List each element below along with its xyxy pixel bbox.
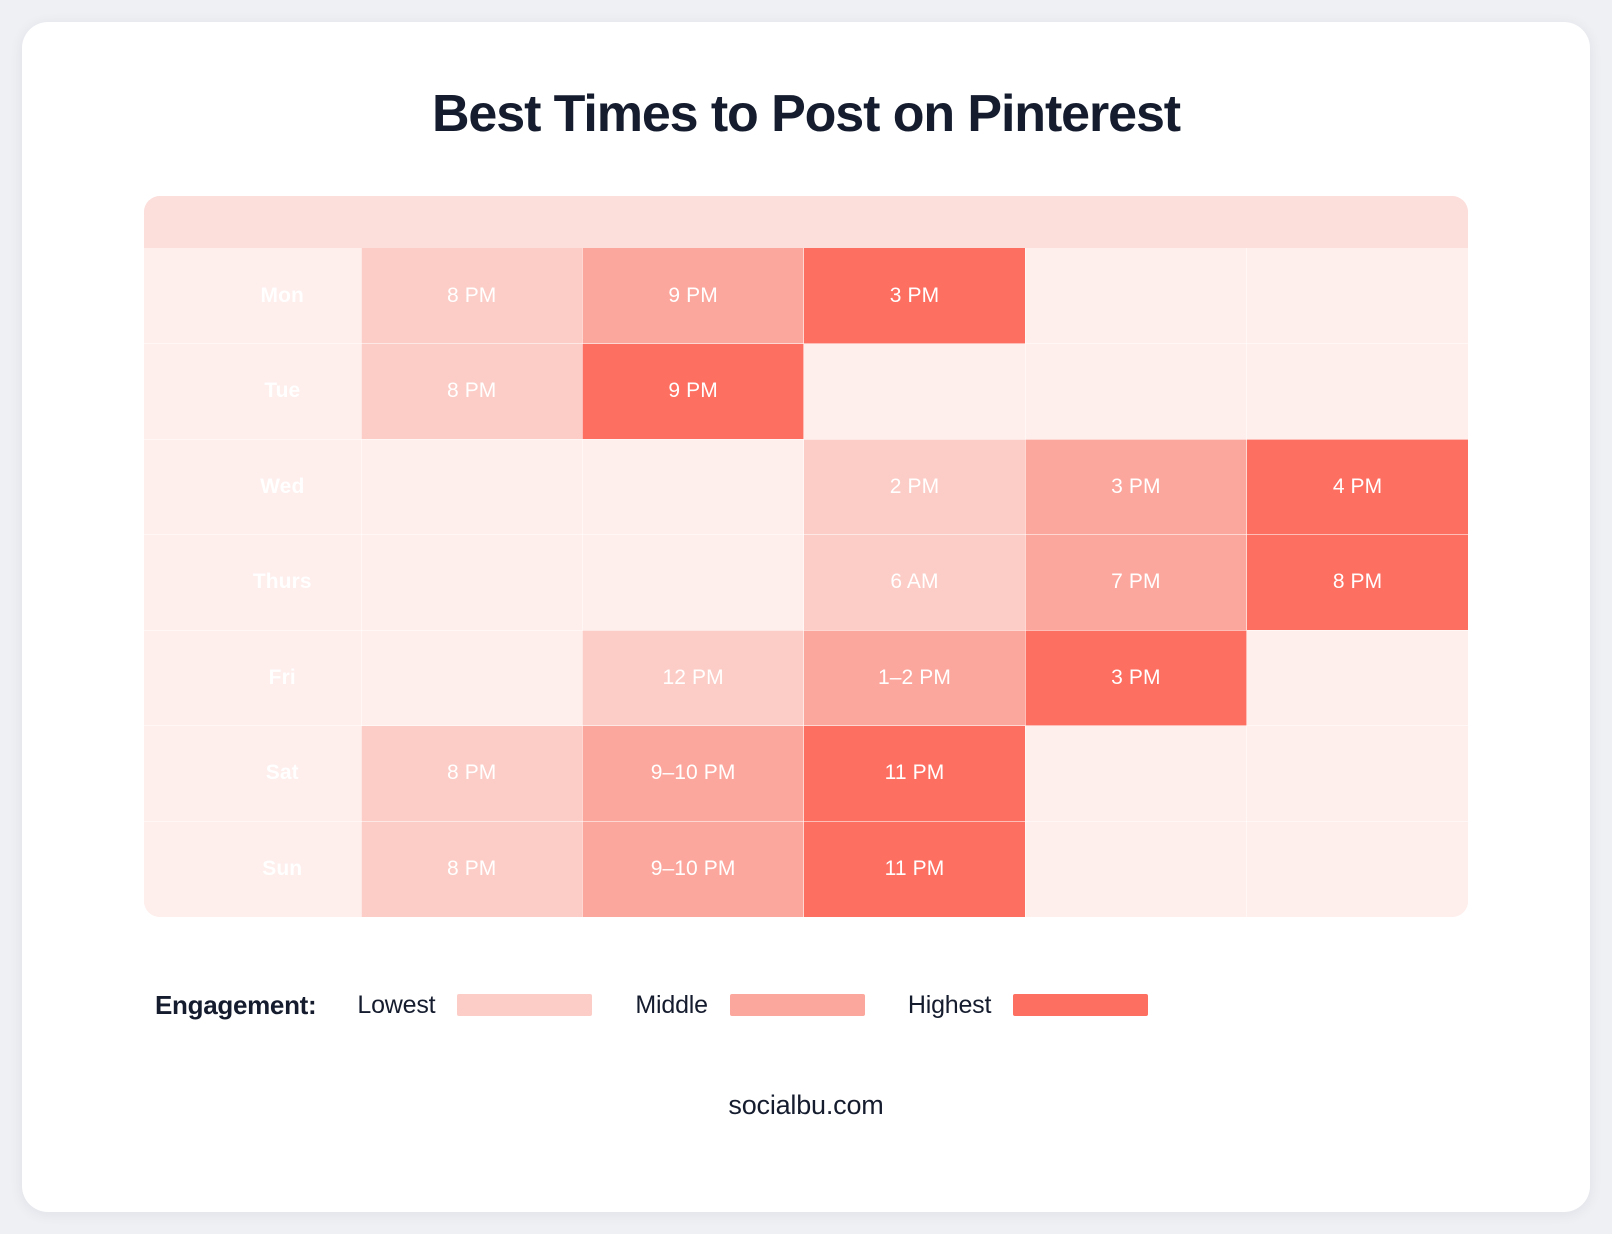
header-cell-day [144,196,361,249]
time-cell[interactable]: 9–10 PM [582,725,805,822]
time-cell[interactable]: 3 PM [1025,439,1248,536]
heatmap-body: Mon 8 PM 9 PM 3 PM Tue 8 PM 9 PM Wed 2 PM 3 PM 4 P… [144,248,1468,917]
heatmap-header-band [144,196,1468,249]
time-cell[interactable]: 7 PM [1025,534,1248,631]
heatmap-row: Mon 8 PM 9 PM 3 PM [144,248,1468,345]
time-cell[interactable]: 8 PM [361,821,583,917]
time-cell[interactable]: 2 PM [803,439,1026,536]
empty-cell [582,534,805,631]
empty-cell [803,343,1026,440]
time-cell[interactable]: 4 PM [1246,439,1468,536]
time-cell[interactable]: 9–10 PM [582,821,805,917]
day-label-mon: Mon [144,248,362,345]
heatmap-row: Fri 12 PM 1–2 PM 3 PM [144,630,1468,727]
time-cell[interactable]: 3 PM [803,248,1026,345]
header-cell-slot-3 [803,196,1026,249]
legend-swatch-low [457,994,593,1017]
time-cell[interactable]: 8 PM [1246,534,1468,631]
empty-cell [361,439,583,536]
legend-item-mid: Middle [635,990,865,1020]
infographic-card: Best Times to Post on Pinterest Mon 8 PM 9… [22,22,1590,1212]
empty-cell [1246,248,1468,345]
legend-title: Engagement: [155,989,317,1020]
legend-label: Lowest [357,990,436,1019]
header-cell-slot-4 [1025,196,1247,249]
header-cell-slot-1 [361,196,583,249]
heatmap-row: Sat 8 PM 9–10 PM 11 PM [144,725,1468,822]
heatmap-row: Wed 2 PM 3 PM 4 PM [144,439,1468,536]
legend-item-high: Highest [907,990,1149,1020]
day-label-sat: Sat [144,725,362,822]
heatmap-row: Thurs 6 AM 7 PM 8 PM [144,534,1468,631]
time-cell[interactable]: 9 PM [582,248,805,345]
heatmap-header-row [144,196,1468,249]
header-cell-slot-2 [582,196,804,249]
legend-item-low: Lowest [357,990,593,1020]
empty-cell [1025,248,1248,345]
legend-label: Highest [907,990,992,1019]
day-label-sun: Sun [144,821,362,917]
legend: Engagement: Lowest Middle Highest [155,990,1590,1021]
empty-cell [1025,343,1248,440]
empty-cell [1246,821,1468,917]
empty-cell [1246,343,1468,440]
time-cell[interactable]: 8 PM [361,248,583,345]
page-title: Best Times to Post on Pinterest [431,85,1181,143]
empty-cell [1246,630,1468,727]
empty-cell [361,534,583,631]
time-cell[interactable]: 6 AM [803,534,1026,631]
time-cell[interactable]: 12 PM [582,630,805,727]
time-cell[interactable]: 11 PM [803,821,1026,917]
time-cell[interactable]: 8 PM [361,725,583,822]
empty-cell [1246,725,1468,822]
time-cell[interactable]: 8 PM [361,343,583,440]
time-cell[interactable]: 9 PM [582,343,805,440]
empty-cell [1025,821,1248,917]
heatmap-row: Sun 8 PM 9–10 PM 11 PM [144,821,1468,917]
best-times-heatmap-table: Mon 8 PM 9 PM 3 PM Tue 8 PM 9 PM Wed 2 PM 3 PM 4 P… [144,196,1468,917]
time-cell[interactable]: 11 PM [803,725,1026,822]
day-label-tue: Tue [144,343,362,440]
header-cell-slot-5 [1246,196,1468,249]
heatmap-container: Mon 8 PM 9 PM 3 PM Tue 8 PM 9 PM Wed 2 PM 3 PM 4 P… [144,196,1468,917]
legend-items: Lowest Middle Highest [357,991,1191,1020]
heatmap-row: Tue 8 PM 9 PM [144,343,1468,440]
day-label-wed: Wed [144,439,362,536]
day-label-thurs: Thurs [144,534,362,631]
time-cell[interactable]: 1–2 PM [803,630,1026,727]
footer-attribution: socialbu.com [728,1089,884,1120]
day-label-fri: Fri [144,630,362,727]
empty-cell [361,630,583,727]
time-cell[interactable]: 3 PM [1025,630,1248,727]
legend-swatch-high [1013,994,1149,1017]
legend-label: Middle [635,990,708,1019]
empty-cell [582,439,805,536]
empty-cell [1025,725,1248,822]
legend-swatch-mid [729,994,865,1017]
